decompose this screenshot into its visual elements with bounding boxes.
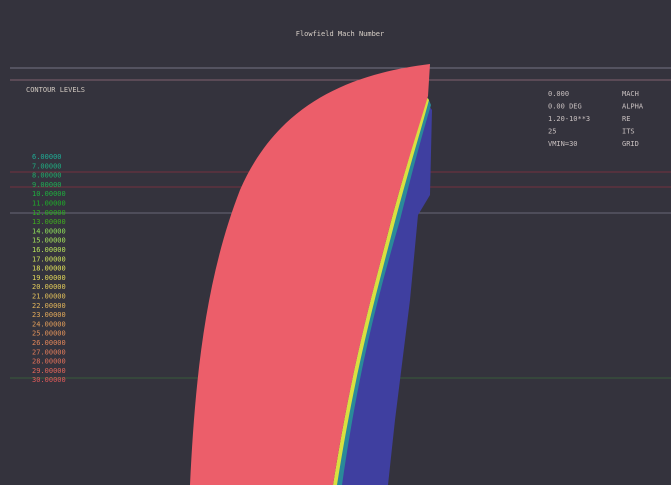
contour-level: 24.00000 [32,320,66,328]
contour-band [333,96,429,485]
contour-level: 19.00000 [32,274,66,282]
info-cell: 0.000 [548,90,569,98]
contour-level: 13.00000 [32,218,66,226]
contour-level: 29.00000 [32,367,66,375]
contour-level: 21.00000 [32,293,66,301]
contour-level: 16.00000 [32,246,66,254]
info-cell: RE [622,115,630,123]
contour-level: 23.00000 [32,311,66,319]
contour-level: 22.00000 [32,302,66,310]
contour-level: 26.00000 [32,339,66,347]
contour-level: 28.00000 [32,358,66,366]
contour-level: 7.00000 [32,162,62,170]
info-cell: 25 [548,128,556,136]
plot-title: Flowfield Mach Number [296,30,385,38]
contour-level: 6.00000 [32,153,62,161]
info-cell: VMIN=30 [548,140,578,148]
contour-level: 9.00000 [32,181,62,189]
info-cell: ITS [622,128,635,136]
contour-level: 14.00000 [32,227,66,235]
info-panel: 0.000 MACH 0.00 DEG ALPHA 1.20-10**3 RE 25 ITS V… [548,90,644,148]
contour-band [336,98,431,485]
contour-level: 30.00000 [32,376,66,384]
high-mach-region [190,64,430,485]
contour-level: 25.00000 [32,330,66,338]
contour-level: 20.00000 [32,283,66,291]
info-cell: 1.20-10**3 [548,115,590,123]
info-cell: GRID [622,140,639,148]
contour-level: 11.00000 [32,200,66,208]
legend-title: CONTOUR LEVELS [26,86,85,94]
contour-level: 12.00000 [32,209,66,217]
contour-level: 27.00000 [32,348,66,356]
info-cell: MACH [622,90,639,98]
contour-level: 8.00000 [32,172,62,180]
info-cell: 0.00 DEG [548,103,582,111]
contour-level: 17.00000 [32,255,66,263]
contour-level: 10.00000 [32,190,66,198]
contour-level: 18.00000 [32,265,66,273]
info-cell: ALPHA [622,103,644,111]
contour-level: 15.00000 [32,237,66,245]
